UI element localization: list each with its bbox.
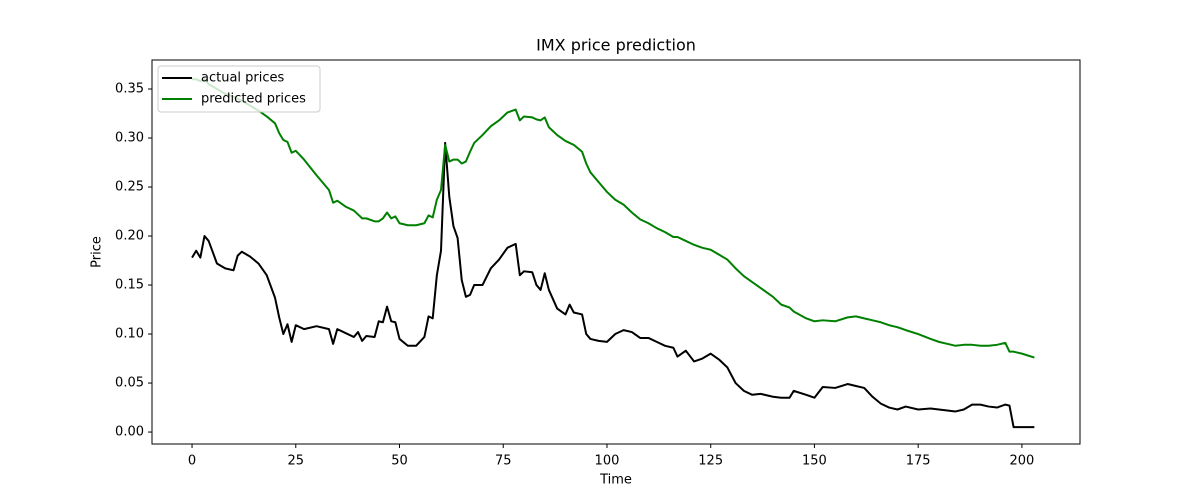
y-tick-label: 0.25 [115,180,144,195]
x-tick-label: 125 [698,454,723,469]
legend-box [157,65,321,113]
y-axis-label: Price [90,236,105,268]
y-tick-label: 0.10 [115,327,144,342]
legend-label: predicted prices [201,92,306,107]
y-tick-label: 0.35 [115,82,144,97]
x-axis-label: Time [599,473,632,488]
x-tick-label: 175 [906,454,931,469]
x-tick-label: 0 [188,454,196,469]
y-tick-label: 0.20 [115,229,144,244]
x-tick-label: 100 [595,454,620,469]
series-line [192,78,1035,359]
x-tick-label: 200 [1009,454,1034,469]
y-tick-label: 0.00 [115,425,144,440]
legend-label: actual prices [201,71,285,86]
y-tick-label: 0.15 [115,278,144,293]
x-tick-label: 150 [802,454,827,469]
series-line [191,141,1035,429]
y-tick-label: 0.05 [115,376,144,391]
x-tick-label: 25 [288,454,305,469]
y-tick-label: 0.30 [115,131,144,146]
chart-title: IMX price prediction [536,36,696,55]
plot-frame [151,59,1081,445]
x-tick-label: 75 [495,454,512,469]
x-tick-label: 50 [391,454,408,469]
